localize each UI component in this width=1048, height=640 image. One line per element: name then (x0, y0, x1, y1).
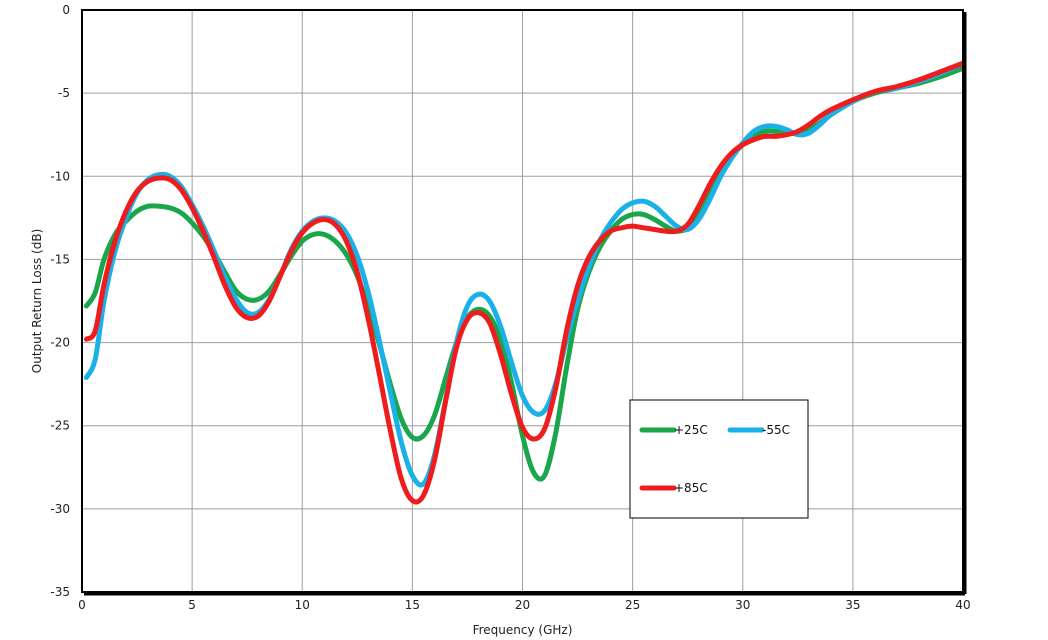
x-tick-labels: 0 5 10 15 20 25 30 35 40 (78, 598, 970, 612)
series-line-minus55c (83, 60, 966, 488)
x-tick-label: 10 (295, 598, 310, 612)
y-tick-labels: 0 -5 -10 -15 -20 -25 -30 -35 (50, 3, 70, 599)
y-tick-label: -35 (50, 585, 70, 599)
x-tick-label: 15 (405, 598, 420, 612)
grid (82, 10, 963, 592)
x-axis-label: Frequency (GHz) (473, 623, 573, 637)
x-tick-label: 0 (78, 598, 86, 612)
legend: +25C -55C +85C (629, 399, 809, 519)
x-tick-label: 20 (515, 598, 530, 612)
plot-frame (81, 9, 964, 593)
x-tick-label: 40 (955, 598, 970, 612)
y-tick-label: -20 (50, 336, 70, 350)
y-tick-label: -5 (58, 86, 70, 100)
legend-box (629, 399, 809, 519)
legend-label-minus55c: -55C (762, 423, 790, 437)
x-tick-label: 5 (188, 598, 196, 612)
series-line-plus85c (83, 60, 966, 505)
x-tick-label: 25 (625, 598, 640, 612)
series-layer (83, 60, 966, 505)
y-tick-label: -25 (50, 419, 70, 433)
x-tick-label: 30 (735, 598, 750, 612)
y-tick-label: 0 (62, 3, 70, 17)
y-tick-label: -30 (50, 502, 70, 516)
y-tick-label: -15 (50, 252, 70, 266)
legend-label-plus85c: +85C (674, 481, 708, 495)
y-tick-label: -10 (50, 169, 70, 183)
x-tick-label: 35 (845, 598, 860, 612)
legend-label-plus25c: +25C (674, 423, 708, 437)
y-axis-label: Output Return Loss (dB) (30, 229, 44, 373)
